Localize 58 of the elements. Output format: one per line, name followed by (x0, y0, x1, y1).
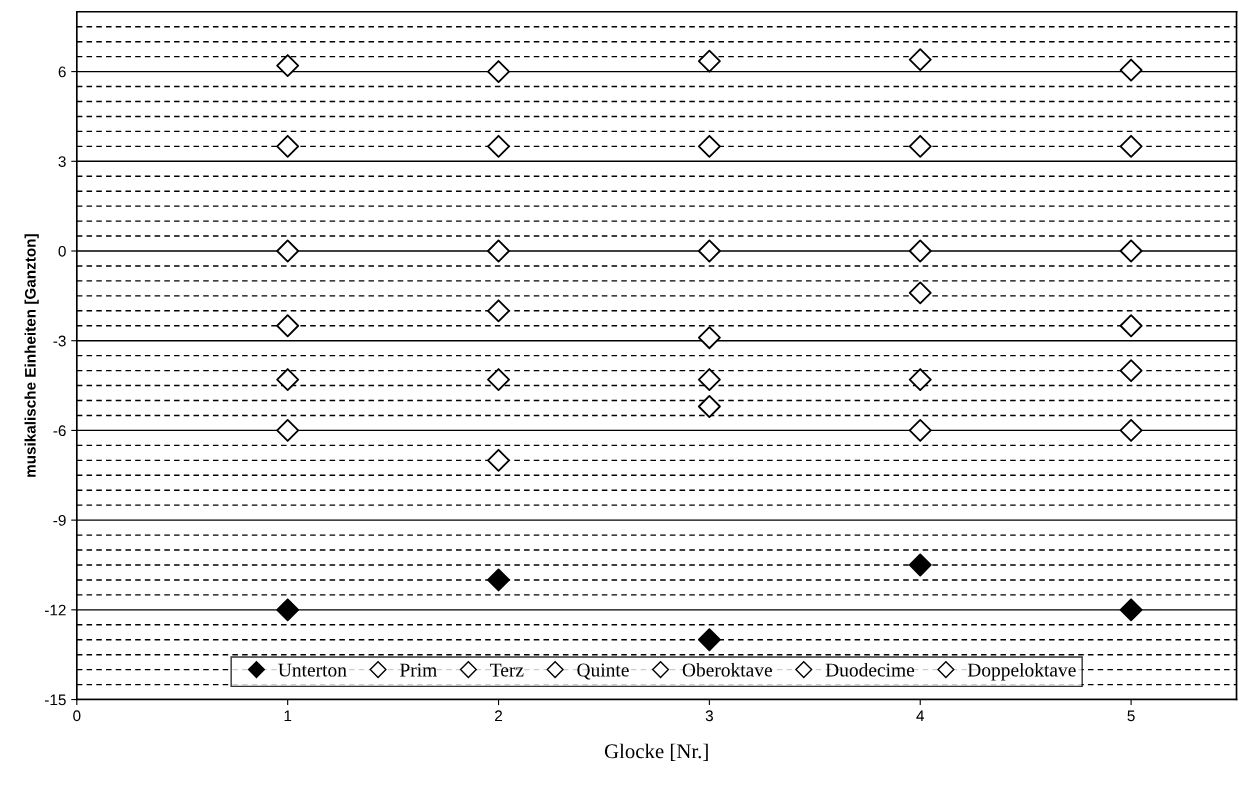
point (276, 368, 300, 392)
point (1119, 359, 1143, 383)
x-tick-label: 0 (73, 710, 81, 722)
point (487, 60, 510, 84)
point (487, 134, 510, 158)
point (908, 134, 932, 158)
point (697, 395, 721, 418)
point (908, 239, 932, 263)
legend-label: Prim (400, 663, 437, 677)
legend-label: Doppeloktave (967, 662, 1076, 681)
y-tick-label: -9 (53, 514, 66, 526)
y-tick-label: -3 (53, 335, 66, 347)
point (1119, 418, 1143, 442)
point (276, 418, 300, 442)
point (697, 628, 721, 652)
y-tick-label: -15 (45, 694, 66, 706)
legend-label: Duodecime (825, 662, 915, 677)
y-tick-label: 0 (58, 245, 66, 257)
point (276, 239, 300, 263)
y-tick-label: 6 (58, 66, 66, 78)
point (276, 134, 300, 158)
point (697, 49, 721, 73)
x-tick-label: 4 (916, 710, 925, 722)
point (908, 48, 932, 72)
y-tick-label: -6 (53, 425, 66, 437)
x-tick-label: 3 (705, 710, 713, 722)
point (908, 368, 932, 392)
point (487, 568, 510, 592)
point (276, 54, 300, 78)
point (908, 418, 932, 442)
legend-label: Unterton (278, 663, 347, 677)
point (697, 134, 721, 158)
y-tick-label: -12 (45, 604, 66, 616)
legend-label: Oberoktave (682, 662, 772, 677)
point (487, 299, 510, 323)
point (1119, 239, 1143, 263)
x-tick-label: 2 (495, 710, 503, 722)
point (487, 448, 510, 472)
x-tick-label: 1 (284, 710, 292, 722)
point (276, 598, 300, 622)
point (908, 553, 932, 577)
point (1119, 598, 1143, 622)
point (487, 368, 510, 392)
point (697, 326, 721, 350)
legend-label: Quinte (577, 663, 629, 680)
x-axis-title: Glocke [Nr.] (604, 743, 708, 761)
y-tick-label: 3 (58, 156, 66, 167)
point (1119, 134, 1143, 158)
point (697, 368, 721, 392)
point (487, 239, 510, 263)
point (276, 314, 300, 338)
y-axis-title: musikalische Einheiten [Ganzton] (24, 234, 39, 477)
point (1119, 58, 1143, 82)
point (908, 281, 932, 305)
legend-label: Terz (490, 663, 524, 677)
point (1119, 314, 1143, 338)
x-tick-label: 5 (1127, 710, 1135, 722)
point (697, 239, 721, 263)
